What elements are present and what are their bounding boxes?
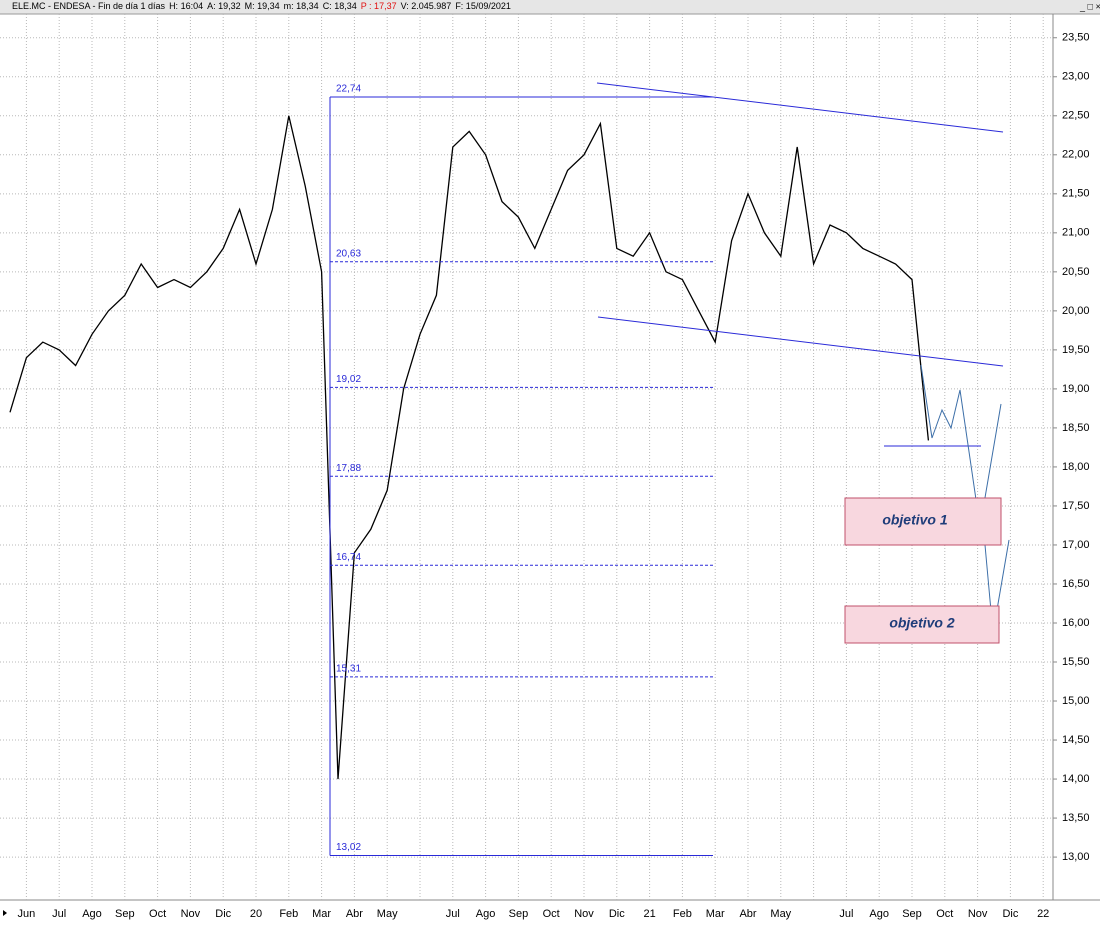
x-tick-label: Oct [936, 908, 953, 920]
fib-label: 19,02 [336, 374, 361, 385]
x-tick-label: Feb [673, 908, 692, 920]
y-tick-label: 17,00 [1062, 539, 1090, 551]
x-tick-label: Nov [574, 908, 594, 920]
x-tick-label: Jul [839, 908, 853, 920]
x-tick-label: Nov [968, 908, 988, 920]
target-box [844, 605, 1000, 644]
drawings [596, 82, 1004, 447]
y-tick-label: 18,00 [1062, 461, 1090, 473]
target-label: objetivo 1 [882, 512, 948, 528]
fib-label: 22,74 [336, 84, 361, 95]
header-item: F: 15/09/2021 [455, 1, 511, 11]
y-tick-label: 21,00 [1062, 227, 1090, 239]
y-tick-label: 18,50 [1062, 422, 1090, 434]
title-bar [0, 0, 1100, 14]
x-tick-label: Mar [706, 908, 725, 920]
header-item: ELE.MC - ENDESA - Fin de día 1 días [12, 1, 166, 11]
y-tick-label: 17,50 [1062, 500, 1090, 512]
y-tick-label: 13,00 [1062, 851, 1090, 863]
y-tick-label: 21,50 [1062, 188, 1090, 200]
x-tick-label: Ago [869, 908, 889, 920]
x-tick-label: Ago [476, 908, 496, 920]
y-tick-label: 23,50 [1062, 32, 1090, 44]
x-tick-label: Abr [346, 908, 363, 920]
header-item: P : 17,37 [361, 1, 397, 11]
y-tick-label: 16,00 [1062, 617, 1090, 629]
price-line [9, 115, 930, 780]
y-tick-label: 14,00 [1062, 773, 1090, 785]
header: ELE.MC - ENDESA - Fin de día 1 días H: 16… [12, 1, 511, 11]
header-item: H: 16:04 [169, 1, 203, 11]
header-item: A: 19,32 [207, 1, 241, 11]
x-tick-label: Nov [181, 908, 201, 920]
x-tick-label: Oct [149, 908, 166, 920]
target-box [844, 497, 1002, 546]
trend-line [596, 82, 1004, 133]
fib-label: 20,63 [336, 248, 361, 259]
y-tick-label: 14,50 [1062, 734, 1090, 746]
header-item: m: 18,34 [284, 1, 319, 11]
y-tick-label: 19,50 [1062, 344, 1090, 356]
trend-line [597, 316, 1004, 367]
window-controls[interactable]: _ □ × [1079, 1, 1100, 11]
header-item: M: 19,34 [245, 1, 280, 11]
fib-label: 13,02 [336, 842, 361, 853]
fib-label: 17,88 [336, 463, 361, 474]
y-tick-label: 20,00 [1062, 305, 1090, 317]
x-tick-label: 22 [1037, 908, 1049, 920]
y-tick-label: 16,50 [1062, 578, 1090, 590]
x-tick-label: Sep [902, 908, 922, 920]
x-tick-label: Mar [312, 908, 331, 920]
x-tick-label: Oct [543, 908, 560, 920]
y-tick-label: 22,00 [1062, 149, 1090, 161]
x-tick-label: 20 [250, 908, 262, 920]
x-tick-label: Ago [82, 908, 102, 920]
x-tick-label: Dic [609, 908, 625, 920]
y-tick-label: 13,50 [1062, 812, 1090, 824]
x-tick-label: Abr [739, 908, 756, 920]
y-tick-label: 15,00 [1062, 695, 1090, 707]
x-tick-label: May [377, 908, 398, 920]
x-tick-label: Dic [1002, 908, 1018, 920]
y-tick-label: 23,00 [1062, 71, 1090, 83]
header-item: V: 2.045.987 [401, 1, 452, 11]
x-tick-label: Sep [115, 908, 135, 920]
y-tick-label: 15,50 [1062, 656, 1090, 668]
x-tick-label: Jul [52, 908, 66, 920]
y-tick-label: 19,00 [1062, 383, 1090, 395]
grid [0, 14, 1057, 900]
plot [9, 115, 930, 780]
x-tick-label: Jul [446, 908, 460, 920]
x-tick-label: Dic [215, 908, 231, 920]
y-tick-label: 20,50 [1062, 266, 1090, 278]
target-label: objetivo 2 [889, 615, 955, 631]
x-tick-label: Sep [509, 908, 529, 920]
x-tick-label: May [770, 908, 791, 920]
fib-label: 15,31 [336, 663, 361, 674]
y-tick-label: 22,50 [1062, 110, 1090, 122]
header-item: C: 18,34 [323, 1, 357, 11]
x-tick-label: Feb [279, 908, 298, 920]
x-tick-label: 21 [643, 908, 655, 920]
scroll-arrow[interactable] [3, 910, 7, 916]
x-tick-label: Jun [18, 908, 36, 920]
fib-label: 16,74 [336, 552, 361, 563]
